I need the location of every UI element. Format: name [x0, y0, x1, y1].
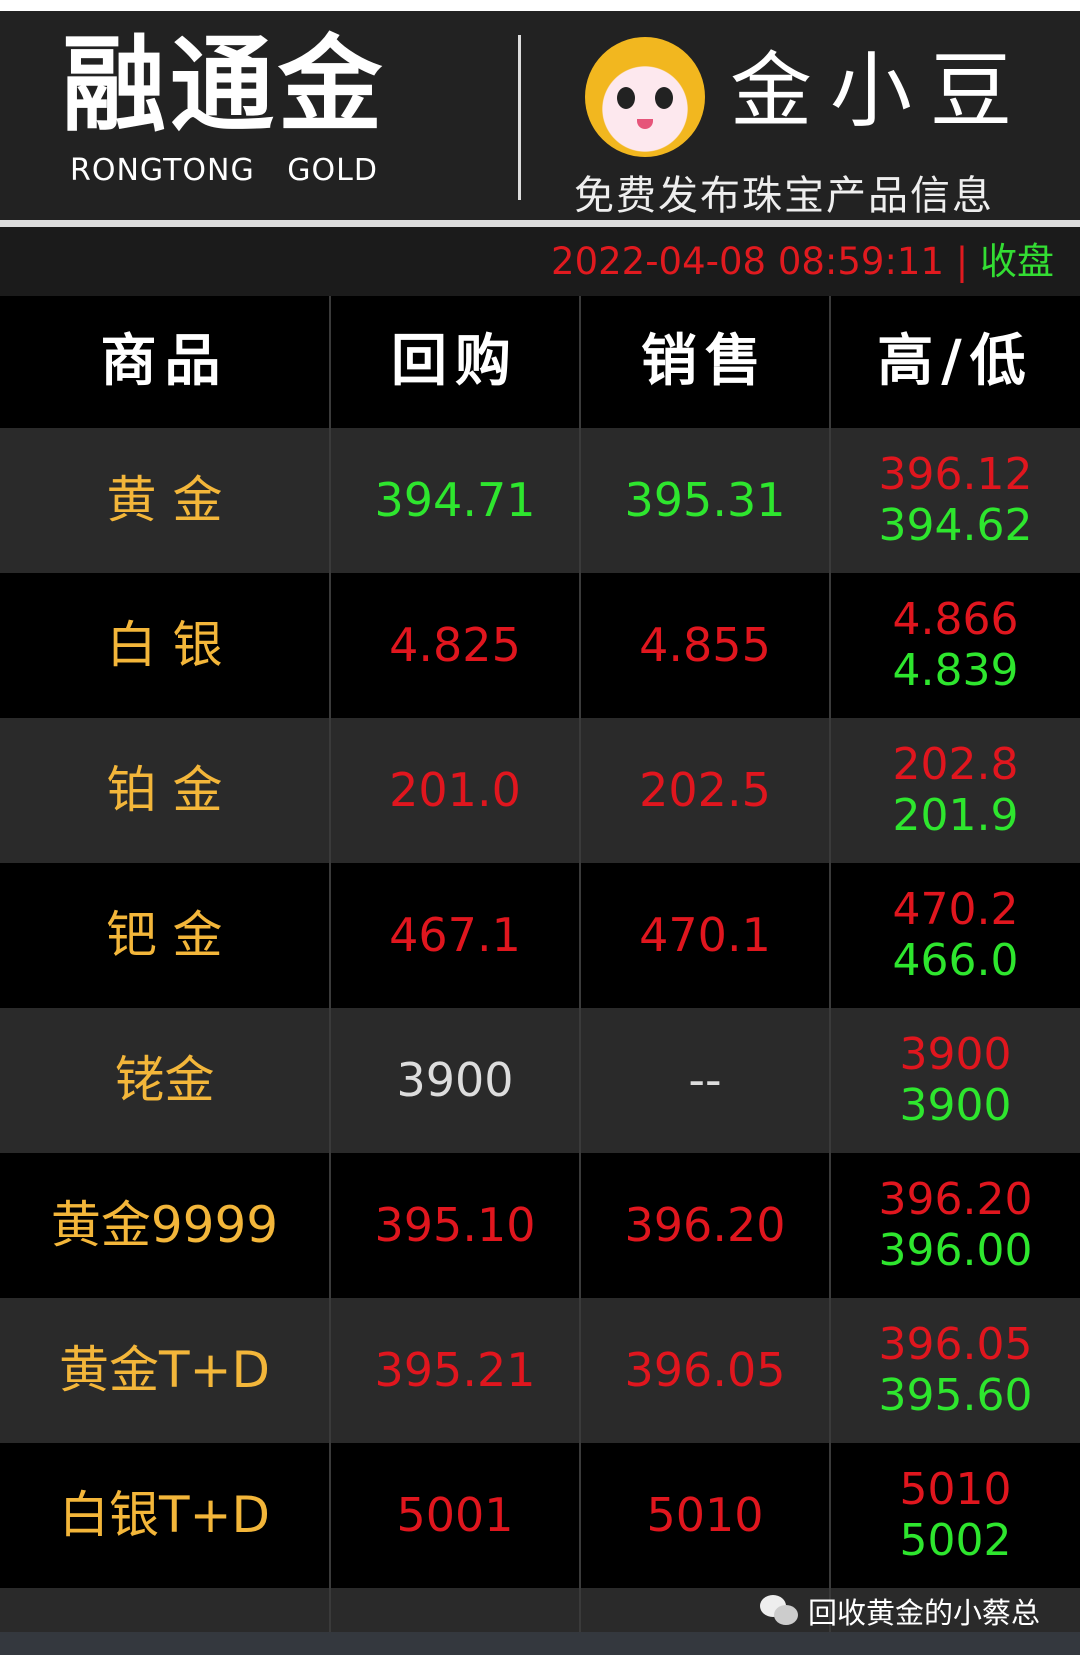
sell-price: 395.31: [624, 473, 786, 528]
product-name: 黄 金: [106, 470, 223, 529]
low-price: 3900: [899, 1079, 1012, 1131]
high-price: 396.05: [878, 1318, 1033, 1370]
partner-slogan: 免费发布珠宝产品信息: [574, 173, 994, 219]
watermark: 回收黄金的小蔡总: [759, 1590, 1040, 1632]
partner-logo: 金小豆: [730, 44, 1031, 139]
sell-price: 396.20: [624, 1198, 786, 1253]
status-separator: |: [955, 240, 969, 283]
high-price: 4.866: [892, 593, 1019, 645]
low-price: 466.0: [892, 934, 1019, 986]
table-row: 钯 金 467.1 470.1 470.2 466.0: [0, 863, 1080, 1008]
table-row: 铂 金 201.0 202.5 202.8 201.9: [0, 718, 1080, 863]
high-price: 3900: [899, 1028, 1012, 1080]
table-row: 白 银 4.825 4.855 4.866 4.839: [0, 573, 1080, 718]
buyback-price: 394.71: [374, 473, 536, 528]
timestamp: 2022-04-08 08:59:11: [551, 240, 944, 283]
footer-bar: [0, 1632, 1080, 1655]
buyback-price: 5001: [396, 1488, 514, 1543]
product-name: 白 银: [106, 615, 223, 674]
separator: [0, 220, 1080, 227]
column-header-sell: 销售: [581, 296, 831, 428]
brand-logo-en: RONGTONG GOLD: [70, 153, 378, 188]
high-price: 470.2: [892, 883, 1019, 935]
column-header-product: 商品: [0, 296, 331, 428]
low-price: 394.62: [878, 499, 1033, 551]
low-price: 395.60: [878, 1369, 1033, 1421]
price-table: 商品 回购 销售 高/低 黄 金 394.71 395.31 396.12 394…: [0, 296, 1080, 1632]
sell-price: 202.5: [639, 763, 771, 818]
buyback-price: 201.0: [389, 763, 521, 818]
table-row: 铑金 3900 -- 3900 3900: [0, 1008, 1080, 1153]
table-header: 商品 回购 销售 高/低: [0, 296, 1080, 428]
divider: [518, 35, 521, 200]
product-name: 黄金9999: [50, 1195, 279, 1254]
sell-price: 396.05: [624, 1343, 786, 1398]
high-price: 202.8: [892, 738, 1019, 790]
product-name: 铂 金: [106, 760, 223, 819]
sell-price: 470.1: [639, 908, 771, 963]
high-price: 396.20: [878, 1173, 1033, 1225]
low-price: 201.9: [892, 789, 1019, 841]
sell-price: 5010: [646, 1488, 764, 1543]
sell-price: 4.855: [639, 618, 771, 673]
sell-price: --: [688, 1053, 722, 1108]
high-price: 396.12: [878, 448, 1033, 500]
brand-logo-cn: 融通金: [62, 24, 387, 146]
low-price: 4.839: [892, 644, 1019, 696]
column-header-buyback: 回购: [331, 296, 581, 428]
product-name: 钯 金: [106, 905, 223, 964]
product-name: 白银T+D: [59, 1485, 270, 1544]
buyback-price: 467.1: [389, 908, 521, 963]
table-row: 白银T+D 5001 5010 5010 5002: [0, 1443, 1080, 1588]
table-row-partial: [0, 1588, 1080, 1632]
status-bar: 2022-04-08 08:59:11 | 收盘: [0, 227, 1080, 296]
wechat-icon: [759, 1595, 800, 1627]
watermark-text: 回收黄金的小蔡总: [807, 1596, 1040, 1630]
mascot-icon: [585, 37, 705, 157]
brand-header: 融通金 RONGTONG GOLD 金小豆 免费发布珠宝产品信息: [0, 11, 1080, 220]
buyback-price: 395.10: [374, 1198, 536, 1253]
low-price: 396.00: [878, 1224, 1033, 1276]
table-row: 黄 金 394.71 395.31 396.12 394.62: [0, 428, 1080, 573]
table-row: 黄金T+D 395.21 396.05 396.05 395.60: [0, 1298, 1080, 1443]
low-price: 5002: [899, 1514, 1012, 1566]
product-name: 铑金: [114, 1050, 215, 1109]
column-header-high-low: 高/低: [877, 328, 1034, 394]
table-row: 黄金9999 395.10 396.20 396.20 396.00: [0, 1153, 1080, 1298]
product-name: 黄金T+D: [59, 1340, 270, 1399]
market-state: 收盘: [980, 240, 1054, 283]
buyback-price: 395.21: [374, 1343, 536, 1398]
high-price: 5010: [899, 1463, 1012, 1515]
buyback-price: 4.825: [389, 618, 521, 673]
buyback-price: 3900: [396, 1053, 514, 1108]
